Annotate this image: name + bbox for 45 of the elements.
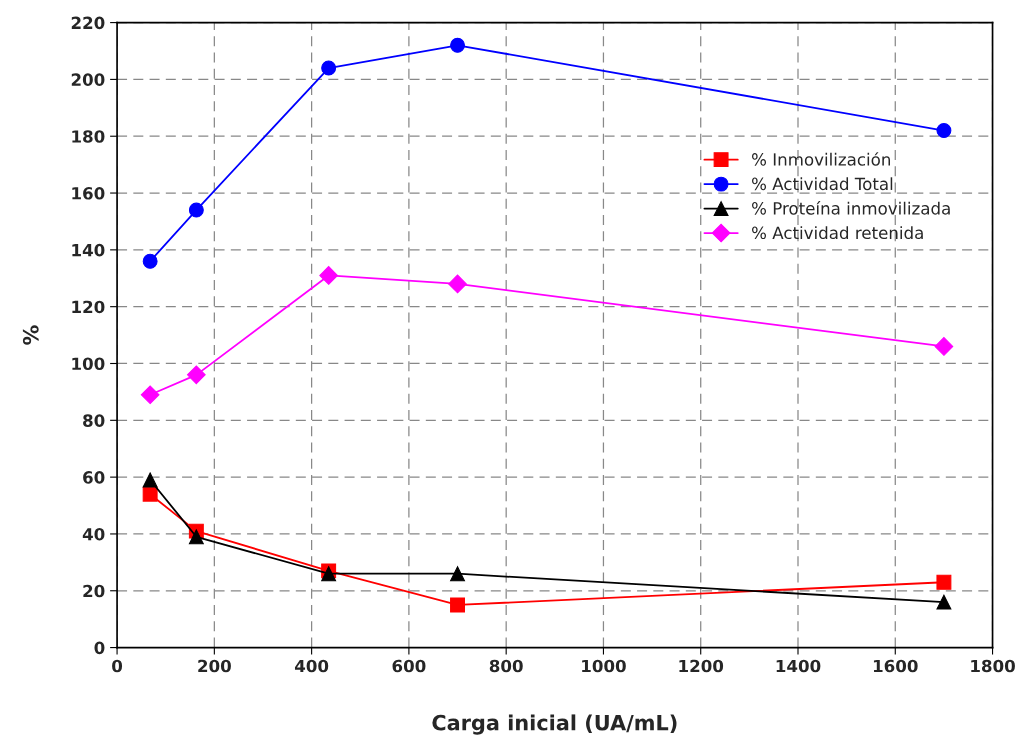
point	[934, 337, 954, 356]
y-tick-label: 60	[83, 471, 105, 484]
y-tick-label: 200	[71, 73, 105, 86]
y-axis-title: %	[22, 325, 39, 345]
point	[140, 385, 160, 405]
y-tick-label: 220	[71, 16, 105, 30]
y-tick-label: 160	[72, 187, 105, 200]
legend-label: % Actividad retenida	[752, 226, 923, 240]
x-tick-label: 200	[198, 659, 231, 673]
y-tick-label: 120	[72, 300, 105, 314]
point	[450, 37, 465, 53]
point	[936, 574, 952, 590]
point	[142, 253, 158, 269]
x-tick-label: 0	[112, 659, 123, 673]
y-tick-label: 80	[83, 414, 105, 427]
y-tick-label: 0	[94, 641, 105, 655]
x-tick-label: 1000	[582, 659, 626, 673]
legend-label: % Proteína inmovilizada	[752, 201, 950, 215]
y-tick-label: 40	[82, 527, 105, 541]
point	[188, 202, 204, 218]
y-tick-label: 20	[83, 584, 105, 598]
point	[142, 472, 158, 488]
y-tick-label: 100	[72, 357, 105, 371]
x-tick-label: 1800	[971, 659, 1015, 673]
point	[936, 123, 952, 139]
x-tick-label: 400	[294, 659, 329, 673]
x-tick-label: 1200	[679, 659, 724, 673]
y-tick-label: 140	[72, 243, 105, 257]
point	[319, 266, 338, 285]
point	[321, 60, 337, 76]
y-tick-label: 180	[72, 130, 105, 143]
x-tick-label: 1600	[873, 659, 918, 673]
x-tick-label: 600	[392, 659, 426, 673]
x-tick-label: 1400	[776, 659, 821, 673]
point	[186, 365, 206, 385]
point	[448, 274, 467, 294]
point	[450, 597, 465, 613]
point	[450, 566, 465, 582]
legend-label: % Inmovilización	[752, 152, 890, 166]
point	[188, 529, 204, 545]
x-axis-title: Carga inicial (UA/mL)	[432, 714, 677, 735]
legend-label: % Actividad Total	[752, 177, 893, 191]
point	[142, 486, 158, 502]
x-tick-label: 800	[489, 659, 523, 673]
point	[936, 594, 952, 610]
